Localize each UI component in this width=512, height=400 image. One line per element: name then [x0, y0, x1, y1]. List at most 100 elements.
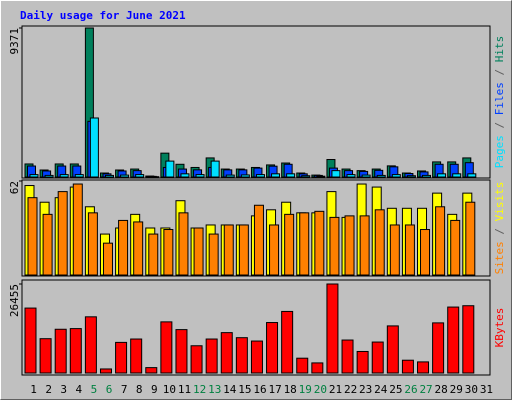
bar	[286, 173, 296, 178]
x-tick-label: 14	[223, 383, 237, 396]
y-tick-label: 26455	[8, 284, 21, 317]
bar	[344, 215, 355, 276]
x-tick-label: 17	[268, 383, 281, 396]
bar	[250, 340, 263, 374]
bar	[240, 174, 250, 178]
bar	[341, 339, 354, 374]
legend-separator: /	[493, 115, 506, 135]
bar	[331, 170, 341, 178]
bar	[74, 174, 84, 178]
bar	[299, 212, 310, 276]
x-tick-label: 7	[121, 383, 128, 396]
bar	[238, 224, 249, 276]
bar	[27, 197, 38, 276]
bar	[44, 174, 54, 178]
bar	[465, 201, 476, 276]
x-tick-label: 25	[389, 383, 402, 396]
legend-separator: /	[493, 221, 506, 241]
bar	[452, 173, 462, 178]
y-tick-label: 62	[8, 181, 21, 194]
x-tick-label: 4	[76, 383, 83, 396]
bar	[175, 329, 188, 374]
legend-entry: KBytes	[493, 308, 506, 348]
x-tick-label: 19	[299, 383, 312, 396]
bar	[160, 321, 173, 374]
bar	[102, 242, 113, 276]
x-tick-label: 11	[178, 383, 191, 396]
bar	[225, 174, 235, 178]
bar	[406, 175, 416, 178]
bar	[59, 174, 69, 178]
bar	[329, 216, 340, 276]
bar	[391, 174, 401, 178]
bar	[450, 219, 461, 276]
bar	[271, 173, 281, 178]
bar	[190, 345, 203, 374]
bar	[316, 175, 326, 178]
bar	[89, 117, 99, 178]
bar	[346, 174, 356, 178]
bar	[29, 174, 39, 178]
bar	[447, 306, 460, 374]
x-tick-label: 23	[359, 383, 372, 396]
x-tick-label: 20	[314, 383, 327, 396]
x-tick-label: 3	[60, 383, 67, 396]
bar	[39, 338, 52, 374]
x-tick-label: 12	[193, 383, 206, 396]
bar	[208, 233, 219, 276]
bar	[42, 213, 53, 276]
bar	[235, 337, 248, 374]
bar	[432, 322, 445, 374]
panel	[21, 25, 491, 179]
x-tick-label: 29	[450, 383, 463, 396]
bar	[165, 160, 175, 178]
chart-title: Daily usage for June 2021	[20, 9, 186, 22]
bar	[163, 229, 174, 276]
bar	[193, 227, 204, 276]
y-tick-label: 9371	[8, 28, 21, 55]
bar	[145, 367, 158, 374]
x-tick-label: 27	[419, 383, 432, 396]
x-tick-label: 1	[30, 383, 37, 396]
legend: KBytes	[493, 308, 506, 348]
x-tick-label: 2	[45, 383, 52, 396]
x-tick-label: 15	[238, 383, 251, 396]
bar	[57, 191, 68, 276]
bar	[269, 224, 280, 276]
bar	[266, 322, 279, 374]
bar	[284, 213, 295, 276]
bar	[220, 332, 233, 374]
x-tick-label: 18	[284, 383, 297, 396]
legend-entry: Visits	[493, 182, 506, 222]
bar	[253, 204, 264, 276]
bar	[195, 174, 205, 178]
legend: Pages / Files / Hits	[493, 36, 506, 169]
bar	[356, 350, 369, 374]
bar	[84, 316, 97, 374]
bar	[301, 175, 311, 178]
bar	[130, 338, 143, 374]
x-tick-label: 21	[329, 383, 342, 396]
bar	[120, 174, 130, 178]
bar	[386, 325, 399, 374]
bar	[417, 361, 430, 374]
bar	[314, 210, 325, 276]
legend-entry: Files	[493, 82, 506, 115]
bar	[104, 174, 114, 178]
legend: Sites / Visits	[493, 182, 506, 275]
x-tick-label: 6	[106, 383, 113, 396]
bar	[99, 368, 112, 374]
x-tick-label: 8	[136, 383, 143, 396]
legend-separator: /	[493, 62, 506, 82]
bar	[178, 212, 189, 276]
bar	[422, 174, 432, 178]
bar	[205, 338, 218, 374]
x-tick-label: 30	[465, 383, 478, 396]
bar	[374, 209, 385, 276]
bar	[361, 174, 371, 178]
legend-entry: Hits	[493, 36, 506, 63]
bar	[118, 219, 129, 276]
legend-entry: Pages	[493, 135, 506, 168]
bar	[210, 160, 220, 178]
